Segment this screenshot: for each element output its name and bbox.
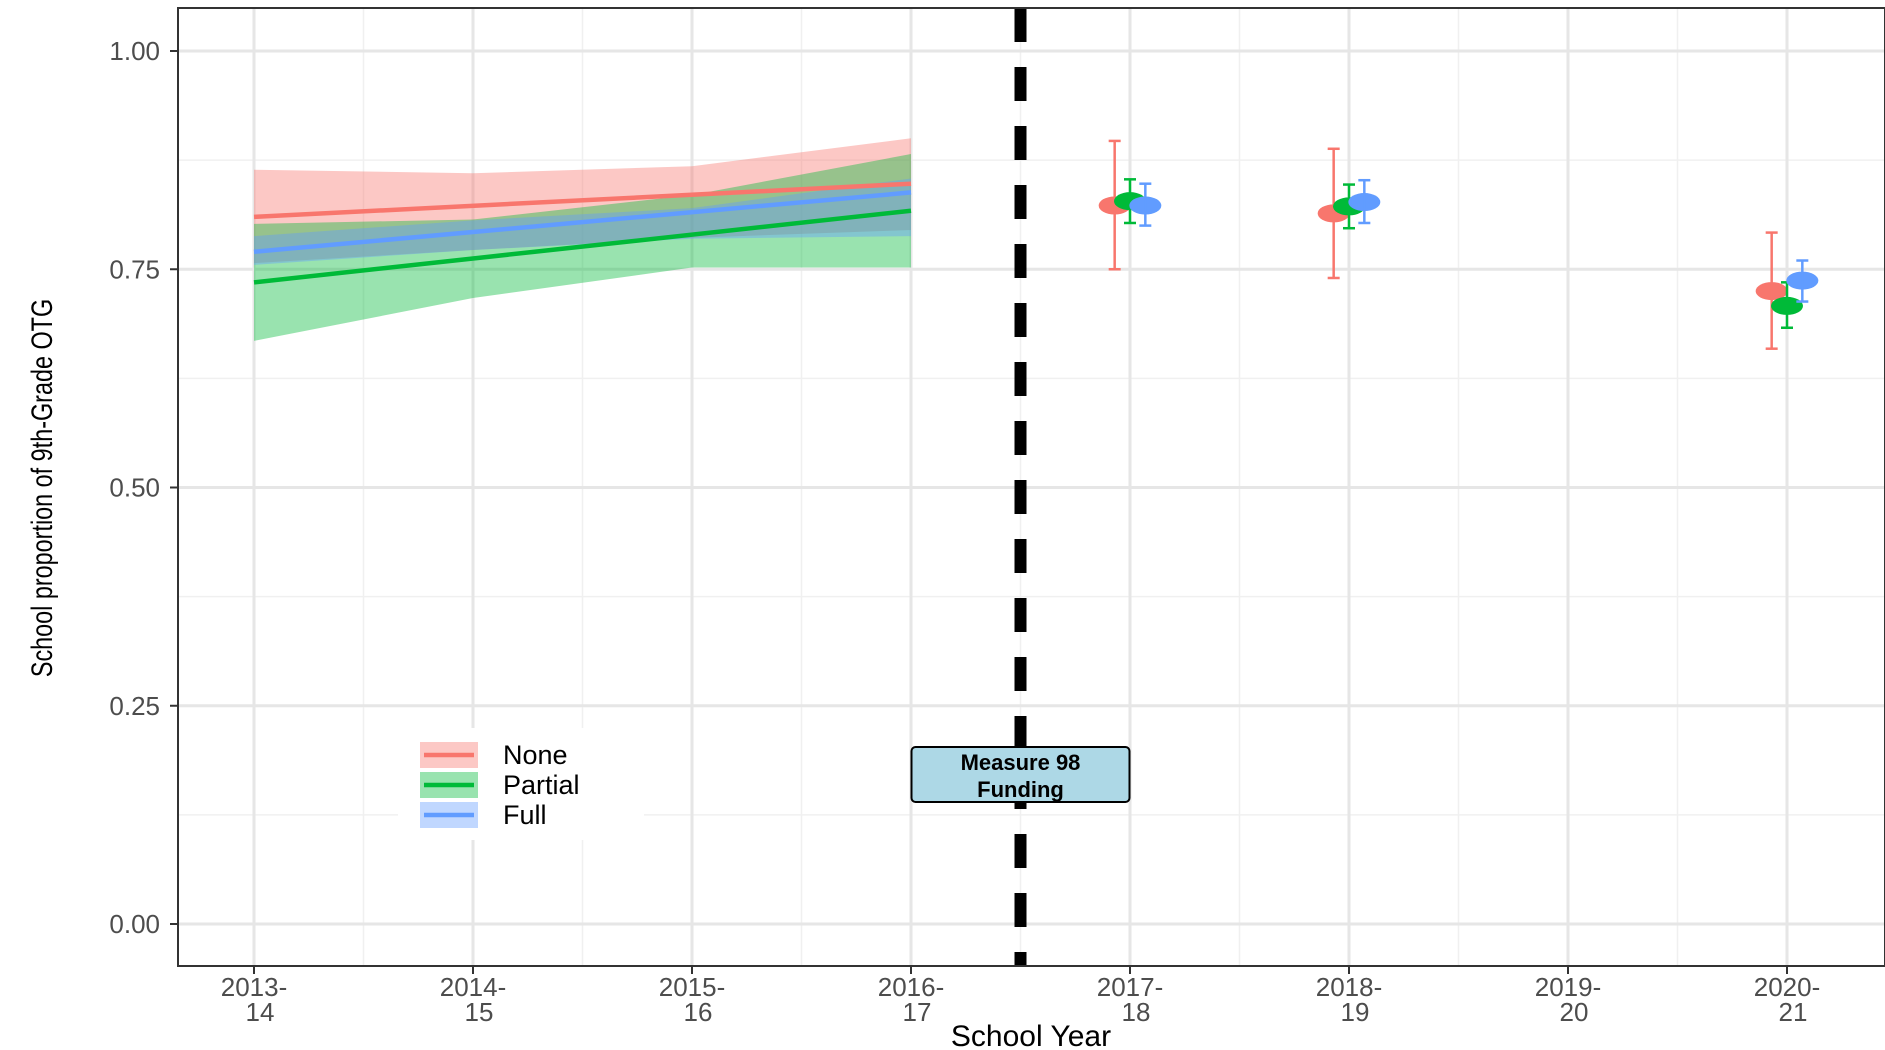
x-tick-label-0-line-0: 2013- bbox=[221, 972, 288, 1002]
x-tick-label-7: 2020-21 bbox=[1754, 972, 1821, 1027]
legend-key-partial bbox=[420, 772, 478, 798]
x-tick-label-4: 2017-18 bbox=[1097, 972, 1164, 1027]
y-tick-label-4: 1.00 bbox=[109, 36, 160, 66]
legend-key-none bbox=[420, 742, 478, 768]
x-tick-label-2-line-0: 2015- bbox=[659, 972, 726, 1002]
grid-major bbox=[178, 8, 1885, 966]
x-tick-label-0: 2013-14 bbox=[221, 972, 288, 1027]
x-tick-label-7-line-1: 21 bbox=[1779, 997, 1808, 1027]
x-tick-label-4-line-0: 2017- bbox=[1097, 972, 1164, 1002]
x-tick-label-3-line-0: 2016- bbox=[878, 972, 945, 1002]
y-tick-label-0: 0.00 bbox=[109, 909, 160, 939]
annotation-box bbox=[910, 746, 1131, 803]
legend-label-partial: Partial bbox=[503, 770, 580, 800]
trend-line-full bbox=[253, 190, 912, 255]
errorbar-none-0 bbox=[1108, 139, 1121, 271]
legend-label-none: None bbox=[503, 740, 568, 770]
errorbar-partial-0 bbox=[1124, 178, 1136, 225]
trend-line-partial bbox=[253, 208, 912, 285]
x-tick-label-5-line-1: 19 bbox=[1341, 997, 1370, 1027]
y-axis-title: School proportion of 9th-Grade OTG bbox=[25, 299, 58, 677]
x-tick-label-5-line-0: 2018- bbox=[1316, 972, 1383, 1002]
y-tick-label-2: 0.50 bbox=[109, 473, 160, 503]
x-tick-label-3-line-1: 17 bbox=[903, 997, 932, 1027]
x-tick-label-1: 2014-15 bbox=[440, 972, 507, 1027]
legend-label-full: Full bbox=[503, 800, 547, 830]
trend-line-none bbox=[253, 181, 912, 220]
annotation-line-1: Measure 98 bbox=[961, 750, 1081, 775]
trend-lines bbox=[253, 181, 912, 285]
x-tick-label-2-line-1: 16 bbox=[684, 997, 713, 1027]
x-axis-ticks: 2013-14 2014-15 2015-16 2016-17 2017-18 2018-… bbox=[221, 966, 1821, 1027]
x-tick-label-3: 2016-17 bbox=[878, 972, 945, 1027]
x-tick-label-2: 2015-16 bbox=[659, 972, 726, 1027]
y-tick-label-1: 0.25 bbox=[109, 691, 160, 721]
x-axis-title: School Year bbox=[951, 1020, 1111, 1050]
y-axis-ticks: 0.00 0.25 0.50 0.75 1.00 bbox=[109, 36, 178, 939]
x-tick-label-5: 2018-19 bbox=[1316, 972, 1383, 1027]
measure-98-annotation: Measure 98 Funding bbox=[910, 746, 1131, 803]
x-tick-label-1-line-1: 15 bbox=[465, 997, 494, 1027]
x-tick-label-4-line-1: 18 bbox=[1122, 997, 1151, 1027]
errorbar-full-2 bbox=[1796, 259, 1809, 303]
x-tick-label-0-line-1: 14 bbox=[246, 997, 275, 1027]
legend-key-full bbox=[420, 802, 478, 828]
post-period-points bbox=[1098, 139, 1819, 350]
y-tick-label-3: 0.75 bbox=[109, 254, 160, 284]
x-tick-label-1-line-0: 2014- bbox=[440, 972, 507, 1002]
x-tick-label-7-line-0: 2020- bbox=[1754, 972, 1821, 1002]
x-tick-label-6-line-1: 20 bbox=[1560, 997, 1589, 1027]
annotation-line-2: Funding bbox=[977, 777, 1064, 802]
x-tick-label-6-line-0: 2019- bbox=[1535, 972, 1602, 1002]
errorbar-full-0 bbox=[1139, 182, 1152, 227]
errorbar-full-1 bbox=[1358, 178, 1371, 225]
x-tick-label-6: 2019-20 bbox=[1535, 972, 1602, 1027]
errorbar-partial-1 bbox=[1343, 183, 1355, 230]
errorbar-none-1 bbox=[1327, 147, 1340, 280]
errorbar-none-2 bbox=[1765, 231, 1778, 350]
